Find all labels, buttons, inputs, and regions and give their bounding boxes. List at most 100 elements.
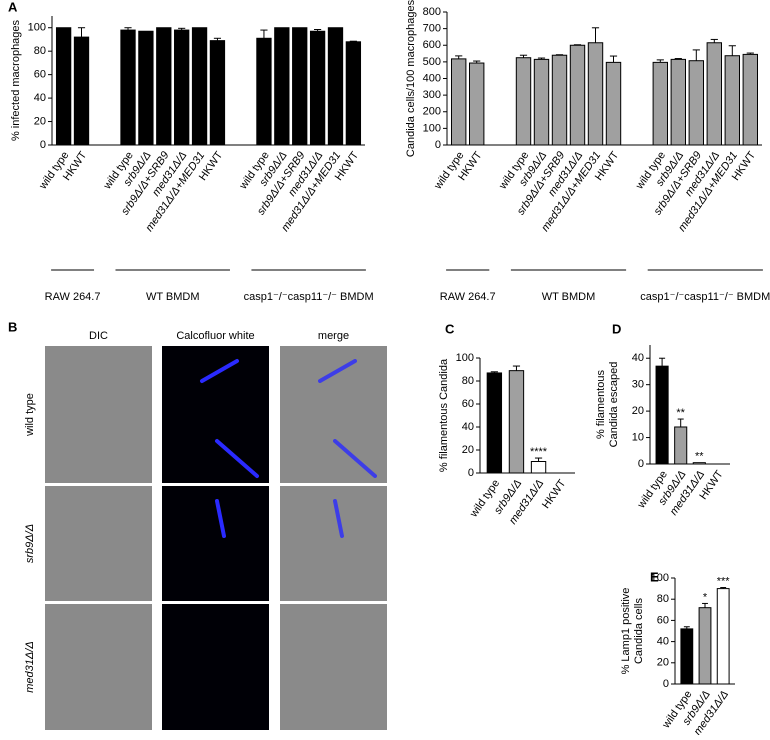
- y-tick-label: 80: [34, 45, 46, 57]
- bar: [716, 588, 730, 685]
- y-tick-label: 20: [462, 444, 474, 456]
- micrograph: [162, 604, 269, 730]
- bar: [706, 42, 722, 146]
- fluorescence: [200, 359, 239, 383]
- bar: [569, 44, 586, 146]
- bar: [55, 27, 72, 146]
- bar: [674, 426, 688, 465]
- y-tick-label: 20: [632, 405, 644, 417]
- y-axis-label: Candida escaped: [608, 362, 620, 448]
- micrograph: [162, 346, 269, 483]
- bar: [530, 461, 547, 474]
- y-tick-label: 80: [657, 593, 669, 605]
- y-tick-label: 300: [423, 89, 441, 101]
- significance: **: [695, 451, 704, 463]
- bar: [652, 61, 668, 146]
- bar: [587, 42, 604, 146]
- bar: [73, 36, 90, 146]
- y-tick-label: 100: [423, 122, 441, 134]
- bar: [274, 27, 290, 146]
- y-tick-label: 100: [28, 22, 46, 34]
- y-axis-label: Candida cells: [633, 597, 645, 664]
- bar: [156, 27, 172, 146]
- column-label: Calcofluor white: [176, 330, 254, 342]
- bar: [724, 55, 740, 146]
- bar: [698, 607, 712, 685]
- y-tick-label: 700: [423, 23, 441, 35]
- micrograph: [45, 346, 152, 483]
- y-tick-label: 400: [423, 72, 441, 84]
- y-axis-label: % filamentous Candida: [438, 358, 450, 472]
- y-tick-label: 10: [632, 431, 644, 443]
- fluorescence: [318, 359, 357, 383]
- micrograph: [45, 486, 152, 601]
- bar: [680, 628, 694, 685]
- bar: [551, 54, 568, 146]
- y-tick-label: 0: [435, 139, 441, 151]
- bar: [345, 41, 362, 146]
- bar: [688, 60, 704, 146]
- bar: [655, 365, 669, 465]
- bar: [256, 37, 272, 146]
- y-tick-label: 60: [462, 398, 474, 410]
- bar: [533, 58, 550, 146]
- micrograph: [280, 346, 387, 483]
- significance: ****: [530, 446, 548, 458]
- y-tick-label: 20: [34, 115, 46, 127]
- row-label: med31Δ/Δ: [24, 641, 36, 692]
- group-label: casp1⁻/⁻casp11⁻/⁻ BMDM: [244, 291, 374, 303]
- fluorescence: [215, 499, 226, 538]
- micrograph: [280, 604, 387, 730]
- significance: ***: [717, 575, 731, 587]
- y-tick-label: 40: [632, 352, 644, 364]
- bar: [191, 27, 208, 146]
- micrograph: [280, 486, 387, 601]
- y-tick-label: 40: [34, 92, 46, 104]
- bar: [508, 370, 525, 474]
- bar: [309, 30, 326, 146]
- y-tick-label: 0: [638, 458, 644, 470]
- column-label: DIC: [89, 330, 108, 342]
- y-tick-label: 600: [423, 39, 441, 51]
- column-label: merge: [318, 330, 349, 342]
- bar: [209, 40, 226, 146]
- y-axis-label: % Lamp1 positive: [620, 588, 632, 675]
- y-tick-label: 30: [632, 379, 644, 391]
- y-tick-label: 500: [423, 56, 441, 68]
- row-label: srb9Δ/Δ: [24, 524, 36, 563]
- bar: [138, 30, 154, 146]
- y-tick-label: 40: [462, 421, 474, 433]
- y-tick-label: 20: [657, 657, 669, 669]
- bar: [670, 58, 686, 146]
- y-tick-label: 200: [423, 106, 441, 118]
- group-label: WT BMDM: [146, 291, 200, 303]
- panel-label: B: [8, 319, 17, 334]
- group-label: RAW 264.7: [440, 291, 496, 303]
- y-axis-label: Candida cells/100 macrophages: [405, 0, 417, 157]
- y-tick-label: 0: [468, 467, 474, 479]
- y-tick-label: 60: [657, 614, 669, 626]
- bar: [292, 27, 308, 146]
- bar: [120, 29, 136, 146]
- y-tick-label: 60: [34, 69, 46, 81]
- fluorescence: [215, 439, 259, 478]
- fluorescence: [333, 439, 377, 478]
- bar: [451, 58, 467, 146]
- y-tick-label: 80: [462, 375, 474, 387]
- bar: [486, 372, 503, 474]
- bar: [327, 27, 344, 146]
- bar: [469, 62, 485, 146]
- bar: [515, 57, 532, 146]
- row-label: wild type: [24, 393, 36, 437]
- y-axis-label: % infected macrophages: [10, 19, 22, 141]
- y-axis-label: % filamentous: [595, 369, 607, 439]
- bar: [605, 61, 622, 146]
- x-tick-label: HKWT: [540, 477, 569, 511]
- bar: [692, 462, 706, 465]
- significance: *: [703, 591, 708, 603]
- y-tick-label: 40: [657, 636, 669, 648]
- panel-label: C: [445, 321, 455, 336]
- significance: **: [676, 407, 685, 419]
- panel-label: E: [650, 569, 659, 584]
